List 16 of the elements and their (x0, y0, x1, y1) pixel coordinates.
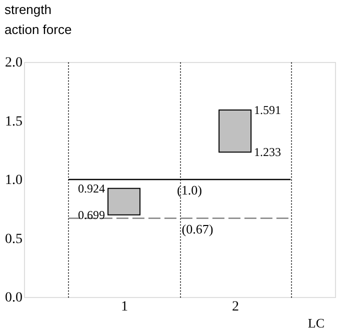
ref-line-label: (0.67) (182, 221, 214, 236)
annotation: 1.591 (254, 103, 282, 118)
annotation: 0.699 (78, 208, 105, 222)
annotation: 0.924 (78, 181, 105, 196)
text: action force (4, 22, 72, 37)
x-tick-label: 1 (120, 300, 128, 314)
y-tick-label: 0.5 (5, 232, 22, 247)
y-tick-label: 1.5 (5, 114, 22, 130)
x-axis-title: LC (308, 316, 324, 330)
y-tick-label: 1.0 (5, 173, 22, 188)
y-tick-label: 2.0 (5, 56, 22, 70)
y-tick-label: 0.0 (5, 290, 22, 306)
annotation: 1.233 (254, 145, 282, 160)
ref-line-label: (1.0) (177, 182, 202, 198)
text: strength (4, 2, 52, 17)
x-tick-label: 2 (232, 300, 240, 314)
